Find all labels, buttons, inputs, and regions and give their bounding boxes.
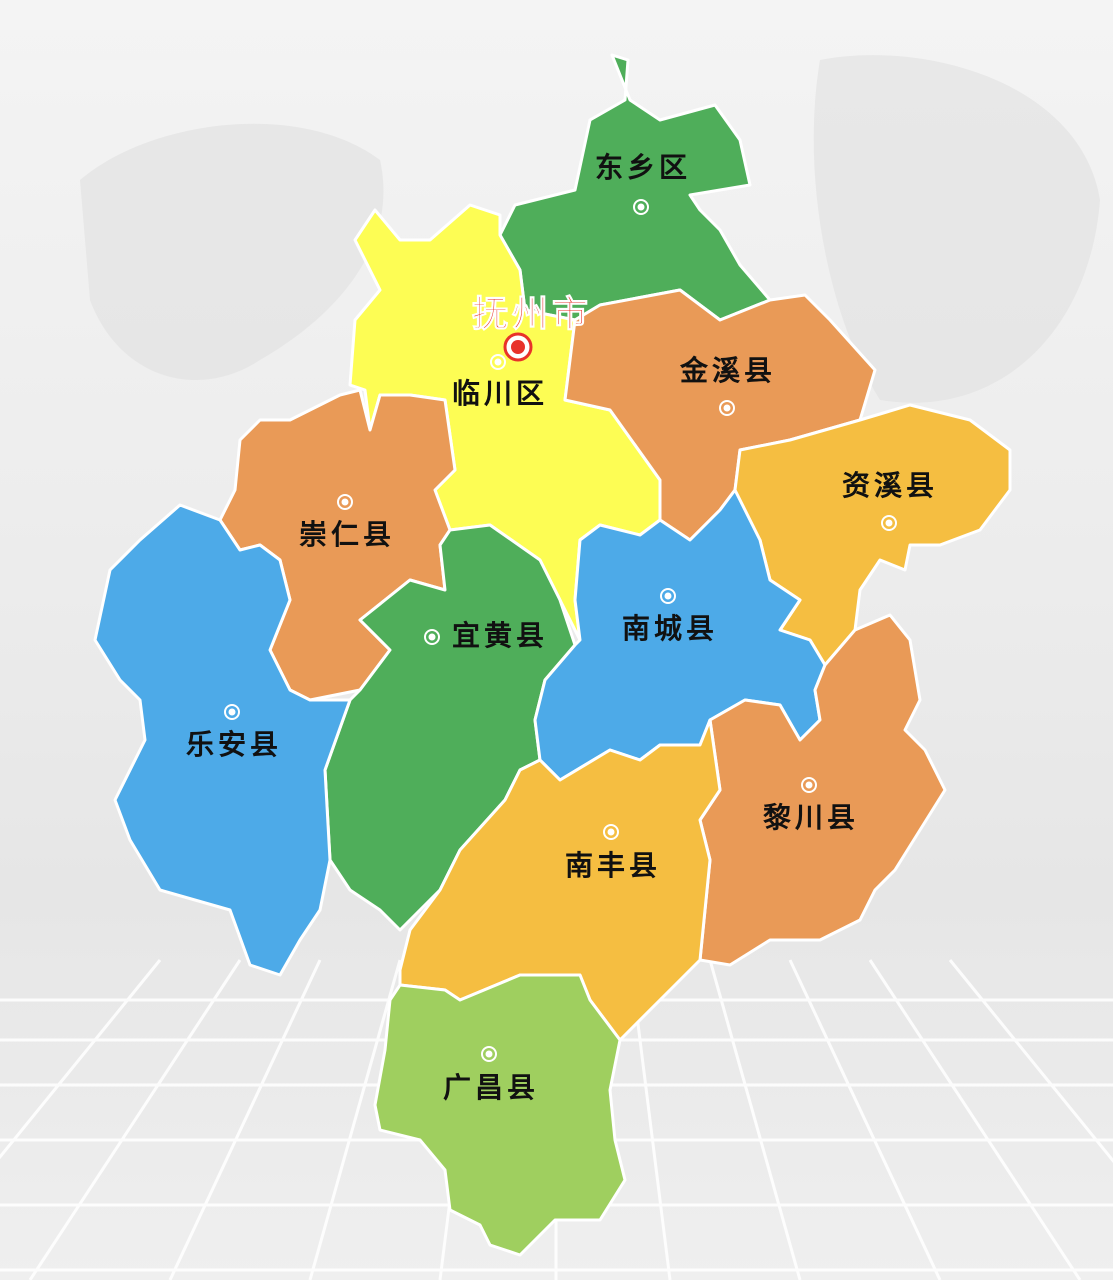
region-label: 资溪县 xyxy=(842,469,938,502)
region-label: 南丰县 xyxy=(565,849,661,882)
seat-marker-icon xyxy=(881,515,897,531)
seat-marker-icon xyxy=(801,777,817,793)
region-yihuang[interactable] xyxy=(323,523,577,932)
seat-marker-icon xyxy=(603,824,619,840)
region-label: 乐安县 xyxy=(186,728,282,761)
seat-marker-icon xyxy=(660,588,676,604)
region-label: 临川区 xyxy=(452,377,548,410)
seat-markers xyxy=(224,199,897,1062)
city-label: 抚州市 xyxy=(472,294,592,335)
region-label: 金溪县 xyxy=(679,354,776,387)
seat-marker-icon xyxy=(337,494,353,510)
region-dongxiang[interactable] xyxy=(498,53,772,322)
region-label: 南城县 xyxy=(622,612,718,645)
region-guangchang[interactable] xyxy=(373,973,627,1257)
region-label: 宜黄县 xyxy=(452,619,548,652)
region-label: 广昌县 xyxy=(443,1071,539,1104)
region-lean[interactable] xyxy=(93,503,352,977)
seat-marker-icon xyxy=(481,1046,497,1062)
regions xyxy=(93,53,1012,1257)
city-seat-marker-icon xyxy=(503,332,533,362)
region-label: 黎川县 xyxy=(763,801,859,834)
seat-marker-icon xyxy=(224,704,240,720)
labels: 抚州市 东乡区 临川区 金溪县 资溪县 崇仁县 宜黄县 南城县 乐安县 黎川县 … xyxy=(186,151,938,1104)
seat-marker-icon xyxy=(719,400,735,416)
region-label: 东乡区 xyxy=(595,151,691,184)
seat-marker-icon xyxy=(490,354,506,370)
background-world-map xyxy=(80,55,1100,403)
region-label: 崇仁县 xyxy=(299,518,395,551)
seat-marker-icon xyxy=(633,199,649,215)
seat-marker-icon xyxy=(424,629,440,645)
